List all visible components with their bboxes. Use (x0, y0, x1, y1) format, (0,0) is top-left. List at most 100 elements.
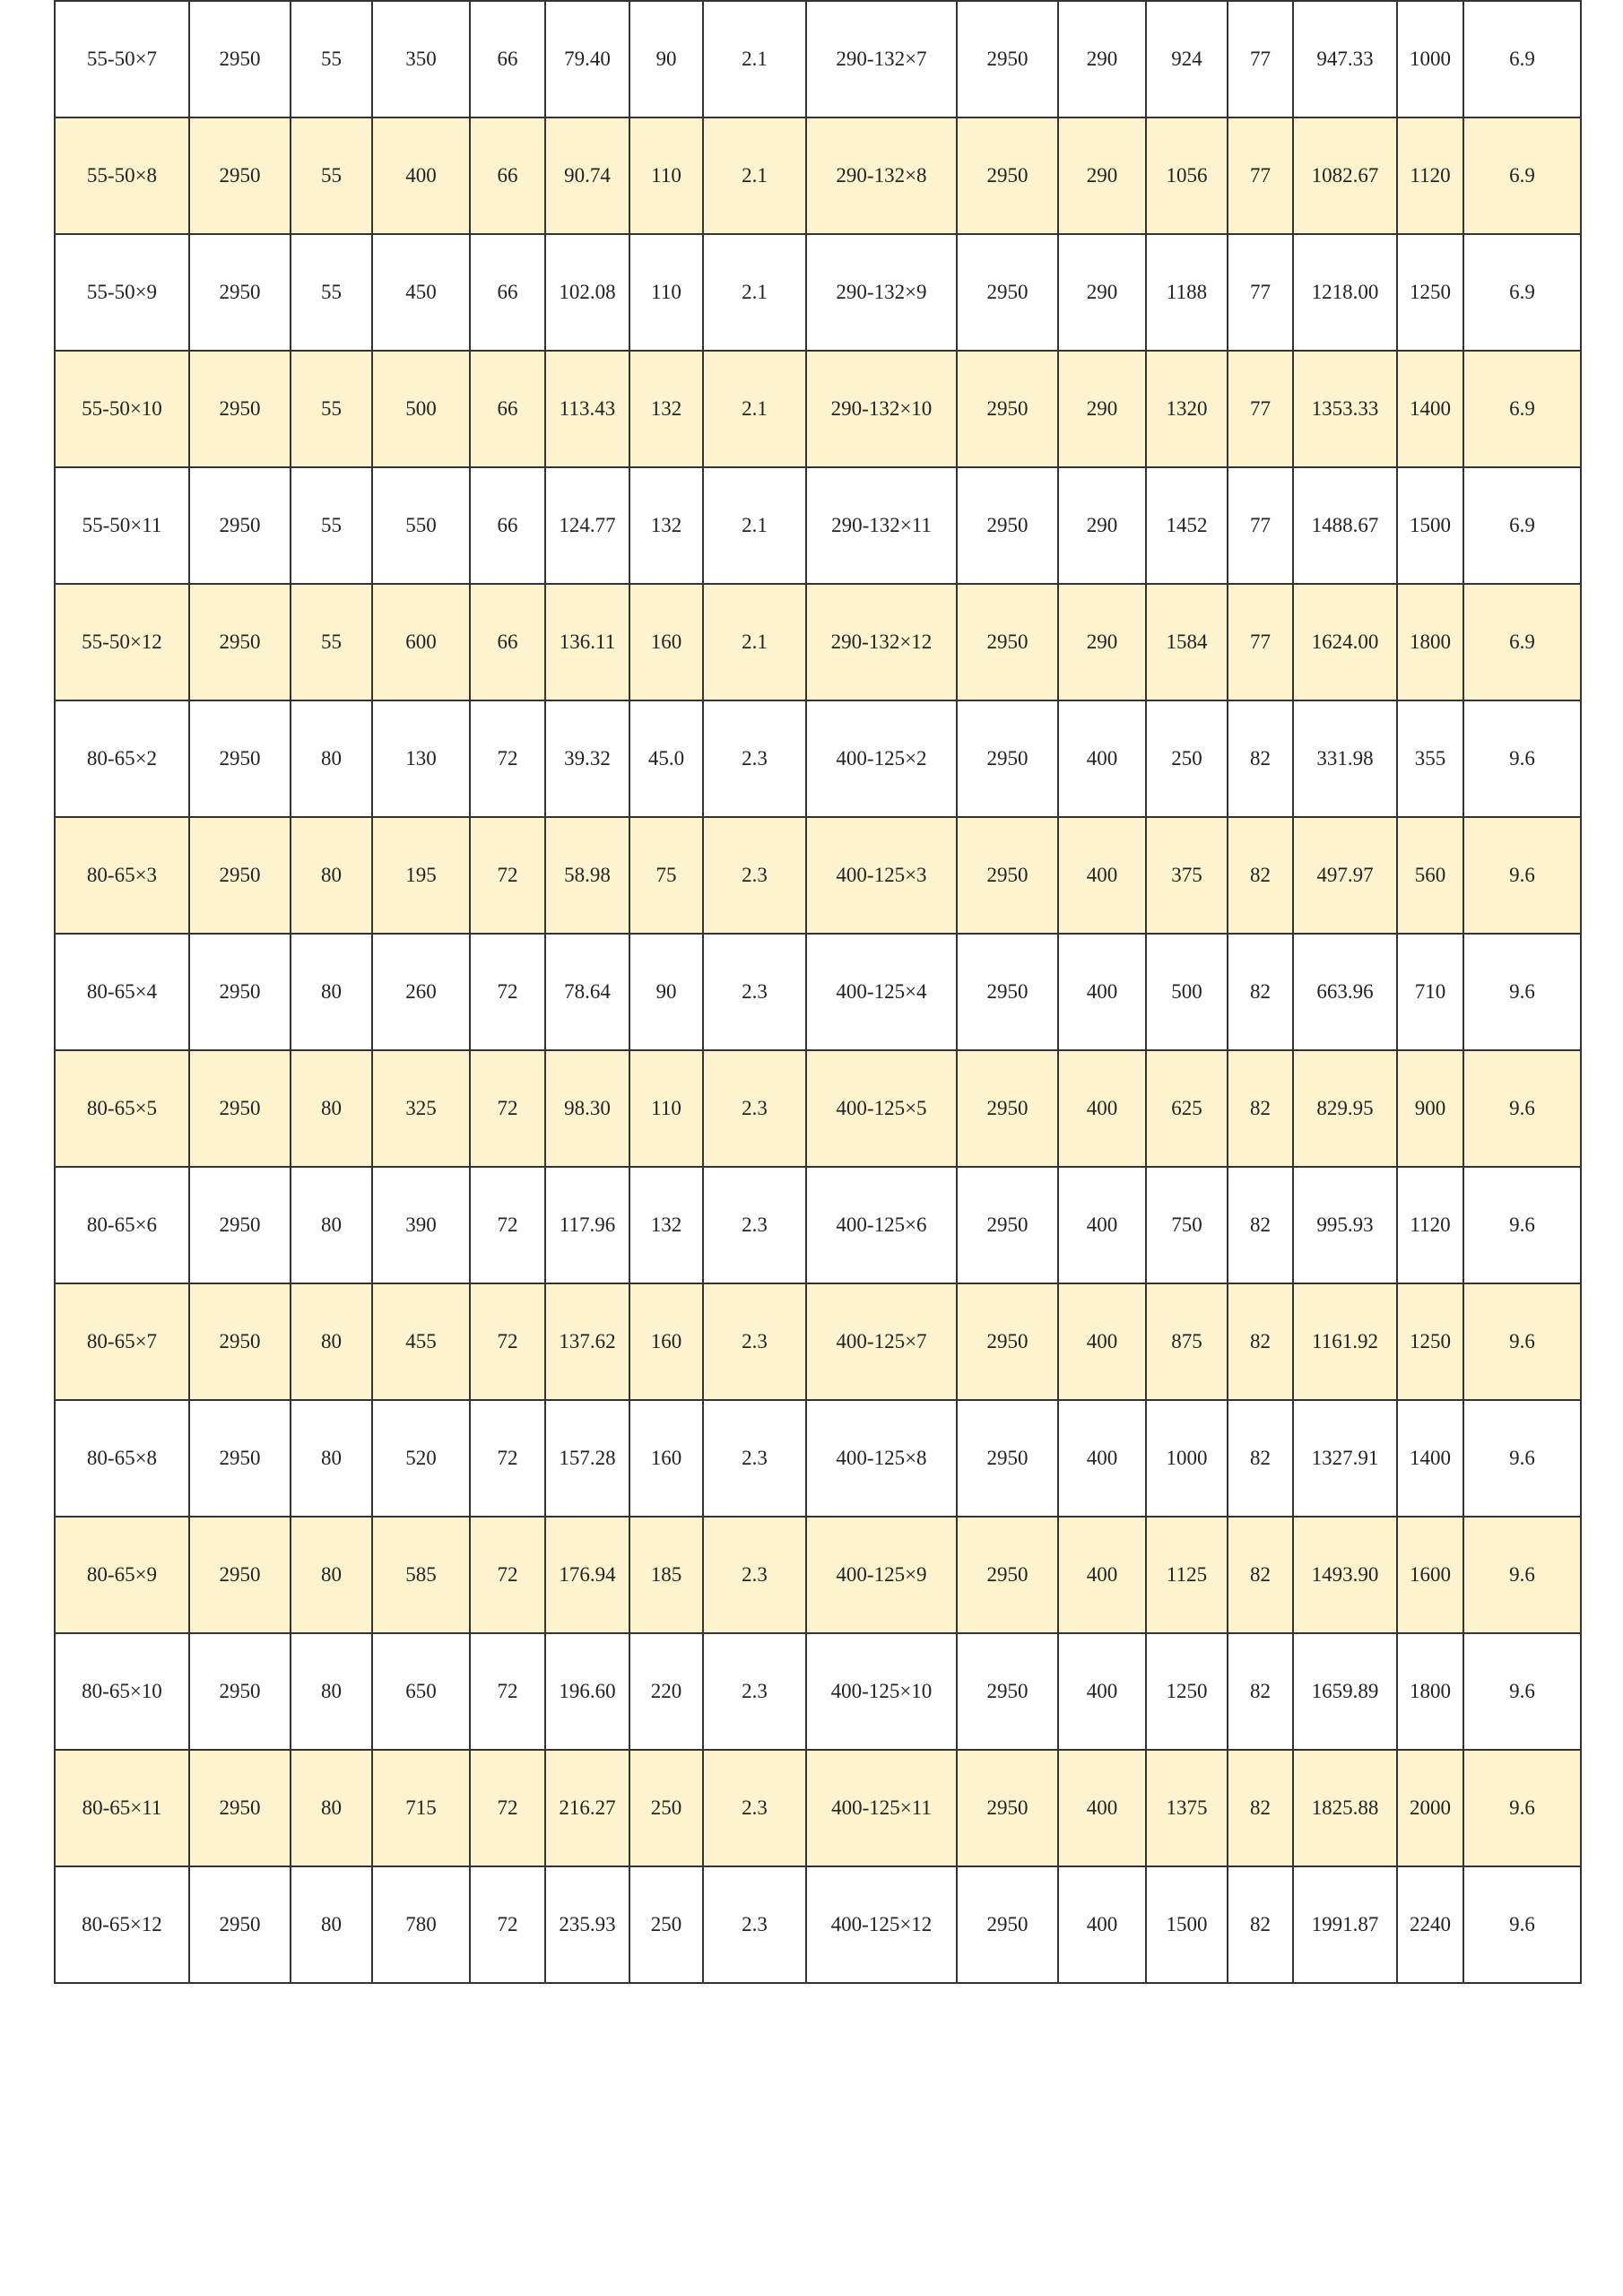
table-cell: 650 (371, 1632, 471, 1751)
table-cell: 77 (1227, 466, 1294, 585)
table-cell: 39.32 (544, 700, 630, 818)
table-cell: 400 (1057, 1399, 1147, 1518)
table-row: 55-50×7 2950 55 350 66 79.40 90 2.1 290-132×7 295… (54, 0, 1582, 118)
model-cell: 400-125×4 (805, 933, 958, 1051)
model-cell: 55-50×11 (54, 466, 190, 585)
table-cell: 1327.91 (1292, 1399, 1398, 1518)
table-cell: 2950 (188, 700, 291, 818)
table-cell: 2950 (956, 1866, 1059, 1984)
table-cell: 1353.33 (1292, 350, 1398, 468)
table-cell: 9.6 (1462, 1283, 1582, 1401)
table-cell: 102.08 (544, 233, 630, 352)
table-cell: 550 (371, 466, 471, 585)
table-cell: 82 (1227, 1749, 1294, 1867)
table-cell: 137.62 (544, 1283, 630, 1401)
table-cell: 2.1 (702, 583, 807, 701)
table-cell: 355 (1396, 700, 1464, 818)
table-cell: 2.3 (702, 933, 807, 1051)
model-cell: 55-50×10 (54, 350, 190, 468)
table-cell: 80 (290, 1399, 373, 1518)
table-cell: 2950 (188, 816, 291, 935)
table-cell: 2950 (188, 933, 291, 1051)
table-cell: 390 (371, 1166, 471, 1284)
table-cell: 72 (469, 1516, 546, 1634)
model-cell: 400-125×6 (805, 1166, 958, 1284)
table-cell: 1120 (1396, 117, 1464, 235)
table-cell: 2.1 (702, 233, 807, 352)
table-cell: 1452 (1145, 466, 1228, 585)
table-cell: 132 (629, 350, 704, 468)
table-cell: 2950 (956, 1749, 1059, 1867)
model-cell: 55-50×7 (54, 0, 190, 118)
model-cell: 80-65×6 (54, 1166, 190, 1284)
table-cell: 1600 (1396, 1516, 1464, 1634)
table-cell: 2950 (188, 1866, 291, 1984)
table-cell: 6.9 (1462, 350, 1582, 468)
table-cell: 80 (290, 1866, 373, 1984)
table-cell: 1800 (1396, 583, 1464, 701)
table-cell: 2950 (188, 1749, 291, 1867)
table-cell: 160 (629, 1283, 704, 1401)
table-cell: 2950 (956, 117, 1059, 235)
table-cell: 82 (1227, 1049, 1294, 1168)
model-cell: 55-50×8 (54, 117, 190, 235)
table-cell: 2.3 (702, 1399, 807, 1518)
table-cell: 72 (469, 1166, 546, 1284)
table-body: 55-50×7 2950 55 350 66 79.40 90 2.1 290-132×7 295… (54, 0, 1582, 1984)
table-cell: 625 (1145, 1049, 1228, 1168)
table-cell: 1991.87 (1292, 1866, 1398, 1984)
table-cell: 2950 (956, 1632, 1059, 1751)
table-cell: 1825.88 (1292, 1749, 1398, 1867)
table-cell: 2240 (1396, 1866, 1464, 1984)
table-cell: 2950 (956, 583, 1059, 701)
table-cell: 77 (1227, 583, 1294, 701)
table-row: 80-65×9 2950 80 585 72 176.94 185 2.3 400-125×9 2… (54, 1516, 1582, 1634)
table-cell: 2950 (956, 1166, 1059, 1284)
table-cell: 2.3 (702, 1049, 807, 1168)
table-cell: 2.1 (702, 466, 807, 585)
table-cell: 290 (1057, 0, 1147, 118)
table-cell: 72 (469, 1632, 546, 1751)
table-cell: 6.9 (1462, 117, 1582, 235)
table-cell: 1000 (1145, 1399, 1228, 1518)
table-cell: 77 (1227, 350, 1294, 468)
table-cell: 80 (290, 1166, 373, 1284)
model-cell: 290-132×11 (805, 466, 958, 585)
table-cell: 400 (1057, 1516, 1147, 1634)
table-cell: 72 (469, 1749, 546, 1867)
table-cell: 450 (371, 233, 471, 352)
model-cell: 80-65×3 (54, 816, 190, 935)
table-cell: 2.3 (702, 1866, 807, 1984)
table-cell: 250 (629, 1866, 704, 1984)
table-row: 80-65×4 2950 80 260 72 78.64 90 2.3 400-125×4 295… (54, 933, 1582, 1051)
table-cell: 2950 (956, 933, 1059, 1051)
table-cell: 130 (371, 700, 471, 818)
table-cell: 2950 (188, 466, 291, 585)
table-cell: 829.95 (1292, 1049, 1398, 1168)
table-cell: 520 (371, 1399, 471, 1518)
model-cell: 400-125×7 (805, 1283, 958, 1401)
model-cell: 400-125×12 (805, 1866, 958, 1984)
model-cell: 400-125×10 (805, 1632, 958, 1751)
table-cell: 290 (1057, 233, 1147, 352)
table-cell: 1082.67 (1292, 117, 1398, 235)
table-cell: 350 (371, 0, 471, 118)
table-cell: 2.3 (702, 1516, 807, 1634)
table-cell: 2.3 (702, 1283, 807, 1401)
table-cell: 900 (1396, 1049, 1464, 1168)
table-cell: 80 (290, 1749, 373, 1867)
table-cell: 1659.89 (1292, 1632, 1398, 1751)
table-cell: 2950 (188, 1516, 291, 1634)
table-cell: 80 (290, 1049, 373, 1168)
table-cell: 1800 (1396, 1632, 1464, 1751)
table-cell: 9.6 (1462, 1516, 1582, 1634)
table-cell: 75 (629, 816, 704, 935)
table-cell: 2950 (188, 1632, 291, 1751)
table-cell: 66 (469, 0, 546, 118)
model-cell: 80-65×8 (54, 1399, 190, 1518)
table-cell: 9.6 (1462, 1399, 1582, 1518)
model-cell: 80-65×4 (54, 933, 190, 1051)
table-cell: 55 (290, 583, 373, 701)
table-cell: 9.6 (1462, 700, 1582, 818)
table-cell: 663.96 (1292, 933, 1398, 1051)
